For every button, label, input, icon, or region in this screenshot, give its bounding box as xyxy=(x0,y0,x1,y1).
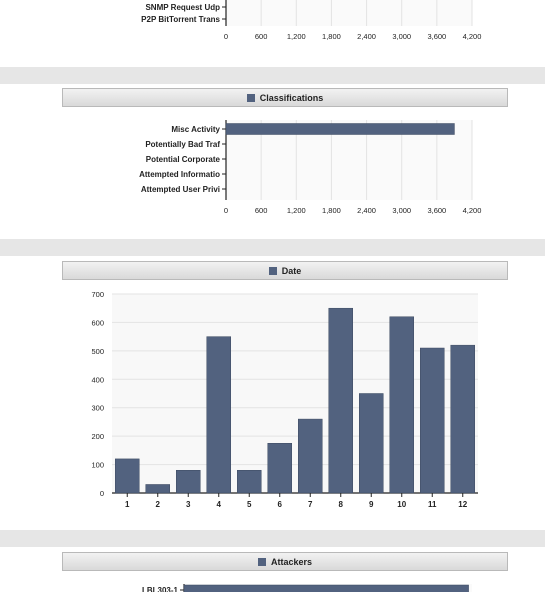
y-tick-label: 500 xyxy=(91,347,104,356)
x-tick-label: 9 xyxy=(369,500,374,509)
x-tick-label: 8 xyxy=(339,500,344,509)
bar xyxy=(389,316,414,494)
plot-area xyxy=(226,0,472,26)
legend-swatch xyxy=(246,93,255,102)
x-tick-label: 4,200 xyxy=(463,32,482,41)
x-tick-label: 3,600 xyxy=(427,32,446,41)
bar xyxy=(450,344,475,494)
category-label: SNMP Request Udp xyxy=(145,3,220,12)
bar xyxy=(206,336,231,494)
x-tick-label: 0 xyxy=(224,206,228,215)
legend-label: Attackers xyxy=(270,556,313,567)
y-tick-label: 700 xyxy=(91,290,104,299)
y-tick-label: 100 xyxy=(91,461,104,470)
top-partial-chart: 0 600 1,200 1,800 2,400 3,000 3,600 4,200 SNMP R… xyxy=(141,0,482,41)
bar xyxy=(145,484,170,494)
legend-swatch xyxy=(268,266,277,275)
legend-label: Classifications xyxy=(259,92,324,103)
category-label: Potentially Bad Traf xyxy=(145,140,220,149)
x-tick-label: 2,400 xyxy=(357,206,376,215)
x-tick-label: 0 xyxy=(224,32,228,41)
bar xyxy=(267,443,292,494)
section-separator xyxy=(0,239,545,256)
category-label: Misc Activity xyxy=(171,125,220,134)
category-label: Potential Corporate xyxy=(146,155,221,164)
x-tick-label: 11 xyxy=(428,500,437,509)
x-tick-label: 5 xyxy=(247,500,252,509)
plot-area xyxy=(112,294,478,493)
x-tick-label: 1,200 xyxy=(287,206,306,215)
y-tick-label: 400 xyxy=(91,375,104,384)
bar xyxy=(237,470,262,494)
date-legend: Date xyxy=(62,261,508,280)
x-tick-label: 3,000 xyxy=(392,206,411,215)
x-tick-label: 10 xyxy=(397,500,406,509)
bar xyxy=(183,584,469,592)
bar xyxy=(225,123,455,135)
bar xyxy=(328,307,353,494)
y-tick-label: 200 xyxy=(91,432,104,441)
category-label: P2P BitTorrent Trans xyxy=(141,15,220,24)
x-tick-label: 600 xyxy=(255,206,268,215)
x-tick-label: 4 xyxy=(217,500,222,509)
bar xyxy=(359,393,384,494)
x-tick-label: 4,200 xyxy=(463,206,482,215)
x-tick-label: 1,800 xyxy=(322,32,341,41)
x-tick-label: 3,000 xyxy=(392,32,411,41)
section-separator xyxy=(0,530,545,547)
legend-label: Date xyxy=(281,265,302,276)
y-tick-label: 600 xyxy=(91,318,104,327)
x-tick-label: 2 xyxy=(156,500,161,509)
classifications-legend: Classifications xyxy=(62,88,508,107)
x-tick-label: 1 xyxy=(125,500,130,509)
legend-swatch xyxy=(257,557,266,566)
attackers-chart: LBL303-1 xyxy=(142,584,472,592)
x-tick-label: 1,800 xyxy=(322,206,341,215)
category-label: Attempted User Privi xyxy=(141,185,220,194)
x-tick-label: 3 xyxy=(186,500,191,509)
classifications-chart: 0 600 1,200 1,800 2,400 3,000 3,600 4,200 Misc A… xyxy=(139,120,482,215)
x-tick-label: 600 xyxy=(255,32,268,41)
bar xyxy=(420,347,445,494)
bar xyxy=(298,418,323,494)
bar xyxy=(115,458,140,494)
x-tick-label: 7 xyxy=(308,500,313,509)
y-tick-label: 300 xyxy=(91,404,104,413)
category-label: Attempted Informatio xyxy=(139,170,220,179)
x-tick-label: 1,200 xyxy=(287,32,306,41)
section-separator xyxy=(0,67,545,84)
attackers-legend: Attackers xyxy=(62,552,508,571)
x-tick-label: 3,600 xyxy=(427,206,446,215)
x-tick-label: 12 xyxy=(458,500,467,509)
category-label: LBL303-1 xyxy=(142,586,179,592)
x-tick-label: 2,400 xyxy=(357,32,376,41)
bar xyxy=(176,470,201,494)
x-tick-label: 6 xyxy=(278,500,283,509)
y-tick-label: 0 xyxy=(100,489,104,498)
